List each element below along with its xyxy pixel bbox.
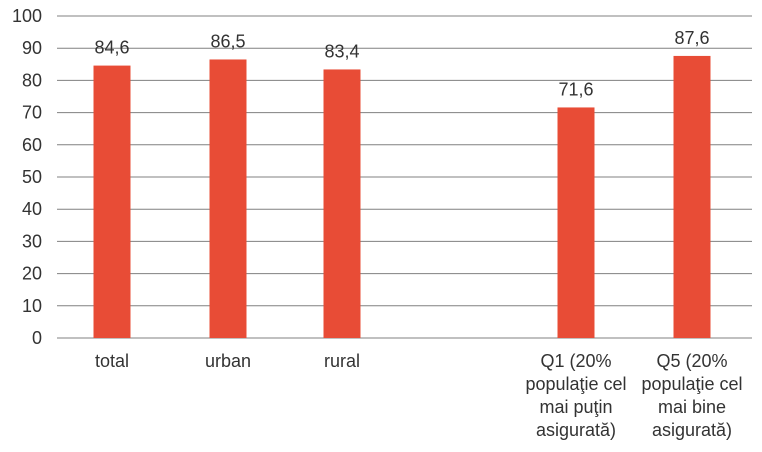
y-tick-label-80: 80 xyxy=(22,70,42,90)
data-label-1: 86,5 xyxy=(210,31,245,51)
y-tick-label-90: 90 xyxy=(22,38,42,58)
x-category-label-5-line-3: asigurată) xyxy=(652,420,732,440)
x-category-label-5-line-2: mai bine xyxy=(658,397,726,417)
x-category-label-4-line-0: Q1 (20% xyxy=(540,351,611,371)
y-tick-label-0: 0 xyxy=(32,328,42,348)
y-tick-label-10: 10 xyxy=(22,296,42,316)
bar-5 xyxy=(673,55,711,338)
x-category-label-5-line-1: populaţie cel xyxy=(641,374,742,394)
bars xyxy=(93,55,711,339)
gridlines xyxy=(57,15,752,339)
bar-2 xyxy=(323,69,361,339)
x-category-label-4-line-1: populaţie cel xyxy=(525,374,626,394)
y-tick-label-20: 20 xyxy=(22,264,42,284)
y-tick-label-40: 40 xyxy=(22,199,42,219)
x-category-label-1-line-0: urban xyxy=(205,351,251,371)
y-axis-tick-labels: 0 10 20 30 40 50 60 70 80 90 100 xyxy=(12,6,42,348)
bar-1 xyxy=(209,59,247,338)
x-category-label-2-line-0: rural xyxy=(324,351,360,371)
y-tick-label-70: 70 xyxy=(22,103,42,123)
bar-4 xyxy=(557,107,595,338)
y-tick-label-50: 50 xyxy=(22,167,42,187)
x-category-label-4-line-3: asigurată) xyxy=(536,420,616,440)
data-label-0: 84,6 xyxy=(94,38,129,58)
x-category-label-5-line-0: Q5 (20% xyxy=(656,351,727,371)
y-tick-label-30: 30 xyxy=(22,231,42,251)
y-tick-label-60: 60 xyxy=(22,135,42,155)
data-labels: 84,6 86,5 83,4 71,6 87,6 xyxy=(94,28,709,100)
bar-0 xyxy=(93,65,131,338)
data-label-5: 87,6 xyxy=(674,28,709,48)
x-category-label-0-line-0: total xyxy=(95,351,129,371)
x-axis-category-labels: total urban rural Q1 (20% populaţie cel mai p… xyxy=(95,351,743,440)
data-label-2: 83,4 xyxy=(324,41,359,61)
data-label-4: 71,6 xyxy=(558,79,593,99)
y-tick-label-100: 100 xyxy=(12,6,42,26)
x-category-label-4-line-2: mai puţin xyxy=(539,397,612,417)
